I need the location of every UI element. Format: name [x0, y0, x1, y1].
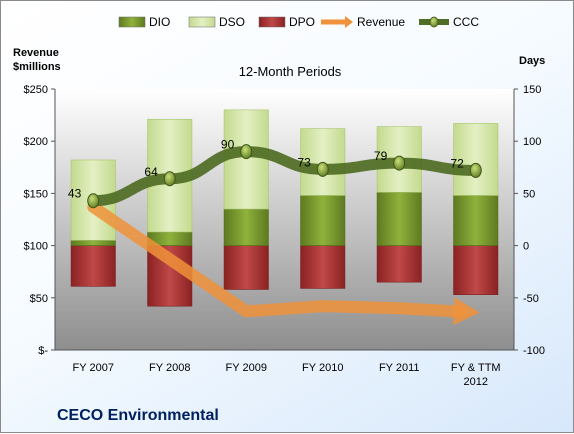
x-axis-label: FY 2009 — [226, 362, 267, 374]
ccc-marker — [316, 161, 329, 177]
ccc-data-label: 90 — [221, 138, 235, 152]
dpo-bar — [70, 245, 116, 287]
right-axis-tick-label: 50 — [523, 188, 535, 200]
x-axis-label: FY 2008 — [149, 362, 190, 374]
ccc-line — [87, 146, 482, 207]
dio-bar — [376, 192, 422, 246]
ccc-series: 43 64 90 73 79 72 — [68, 138, 482, 209]
left-axis-tick-label: $100 — [24, 241, 48, 253]
legend-swatch-dio — [118, 16, 146, 28]
ccc-data-label: 43 — [68, 187, 82, 201]
left-axis-tick-label: $- — [38, 345, 48, 357]
ccc-marker — [393, 155, 406, 171]
legend-swatch-dpo — [258, 16, 286, 28]
x-axis-label-line2: 2012 — [464, 376, 488, 388]
x-axis-label: FY 2007 — [73, 362, 114, 374]
right-axis: -100 -50 0 50 100 150 — [55, 84, 545, 357]
x-axis-label: FY & TTM — [451, 362, 501, 374]
legend-swatch-revenue-head — [345, 16, 353, 28]
dpo-bar — [223, 245, 269, 290]
legend-label: CCC — [453, 15, 479, 29]
x-axis-label: FY 2011 — [379, 362, 420, 374]
revenue-series — [87, 200, 480, 326]
ccc-data-label: 79 — [374, 149, 388, 163]
dso-bar — [223, 109, 269, 210]
ccc-marker — [87, 193, 100, 209]
company-name: CECO Environmental — [57, 407, 219, 424]
dso-bar — [453, 123, 499, 196]
dio-bar — [300, 195, 346, 246]
left-axis-tick-label: $200 — [24, 136, 48, 148]
revenue-arrow-head — [453, 297, 480, 326]
right-axis-tick-label: 0 — [523, 241, 529, 253]
ccc-marker — [469, 162, 482, 178]
legend-swatch-dso — [188, 16, 216, 28]
legend-swatch-ccc-marker — [429, 16, 439, 28]
right-axis-tick-label: -50 — [523, 293, 539, 305]
ccc-marker — [240, 144, 253, 160]
dpo-bar — [300, 245, 346, 289]
ccc-data-label: 73 — [297, 155, 311, 169]
legend-label: Revenue — [357, 15, 405, 29]
ccc-marker — [163, 171, 176, 187]
left-axis-tick-label: $50 — [30, 293, 48, 305]
dio-bar — [453, 195, 499, 246]
revenue-line — [87, 200, 467, 318]
left-axis: $- $50 $100 $150 $200 $250 — [24, 84, 56, 357]
x-axis-labels: FY 2007 FY 2008 FY 2009 FY 2010 FY 2011 FY & … — [73, 362, 501, 388]
left-axis-tick-label: $250 — [24, 84, 48, 96]
dio-bar — [70, 240, 116, 246]
ccc-data-label: 72 — [450, 156, 464, 170]
ccc-data-label: 64 — [144, 165, 158, 179]
right-axis-tick-label: -100 — [523, 345, 545, 357]
legend-label: DSO — [219, 15, 245, 29]
left-axis-title-line2: $millions — [13, 61, 61, 73]
left-axis-title-line1: Revenue — [13, 47, 59, 59]
x-axis-label: FY 2010 — [302, 362, 343, 374]
legend: DIO DSO DPO Revenue CCC — [118, 15, 479, 29]
legend-label: DPO — [289, 15, 315, 29]
right-axis-title: Days — [519, 55, 545, 67]
right-axis-tick-label: 100 — [523, 136, 541, 148]
legend-label: DIO — [149, 15, 170, 29]
dpo-bar — [376, 245, 422, 283]
dio-bar — [223, 208, 269, 246]
dpo-bar — [453, 245, 499, 295]
right-axis-tick-label: 150 — [523, 84, 541, 96]
left-axis-tick-label: $150 — [24, 188, 48, 200]
chart-title: 12-Month Periods — [239, 64, 342, 79]
